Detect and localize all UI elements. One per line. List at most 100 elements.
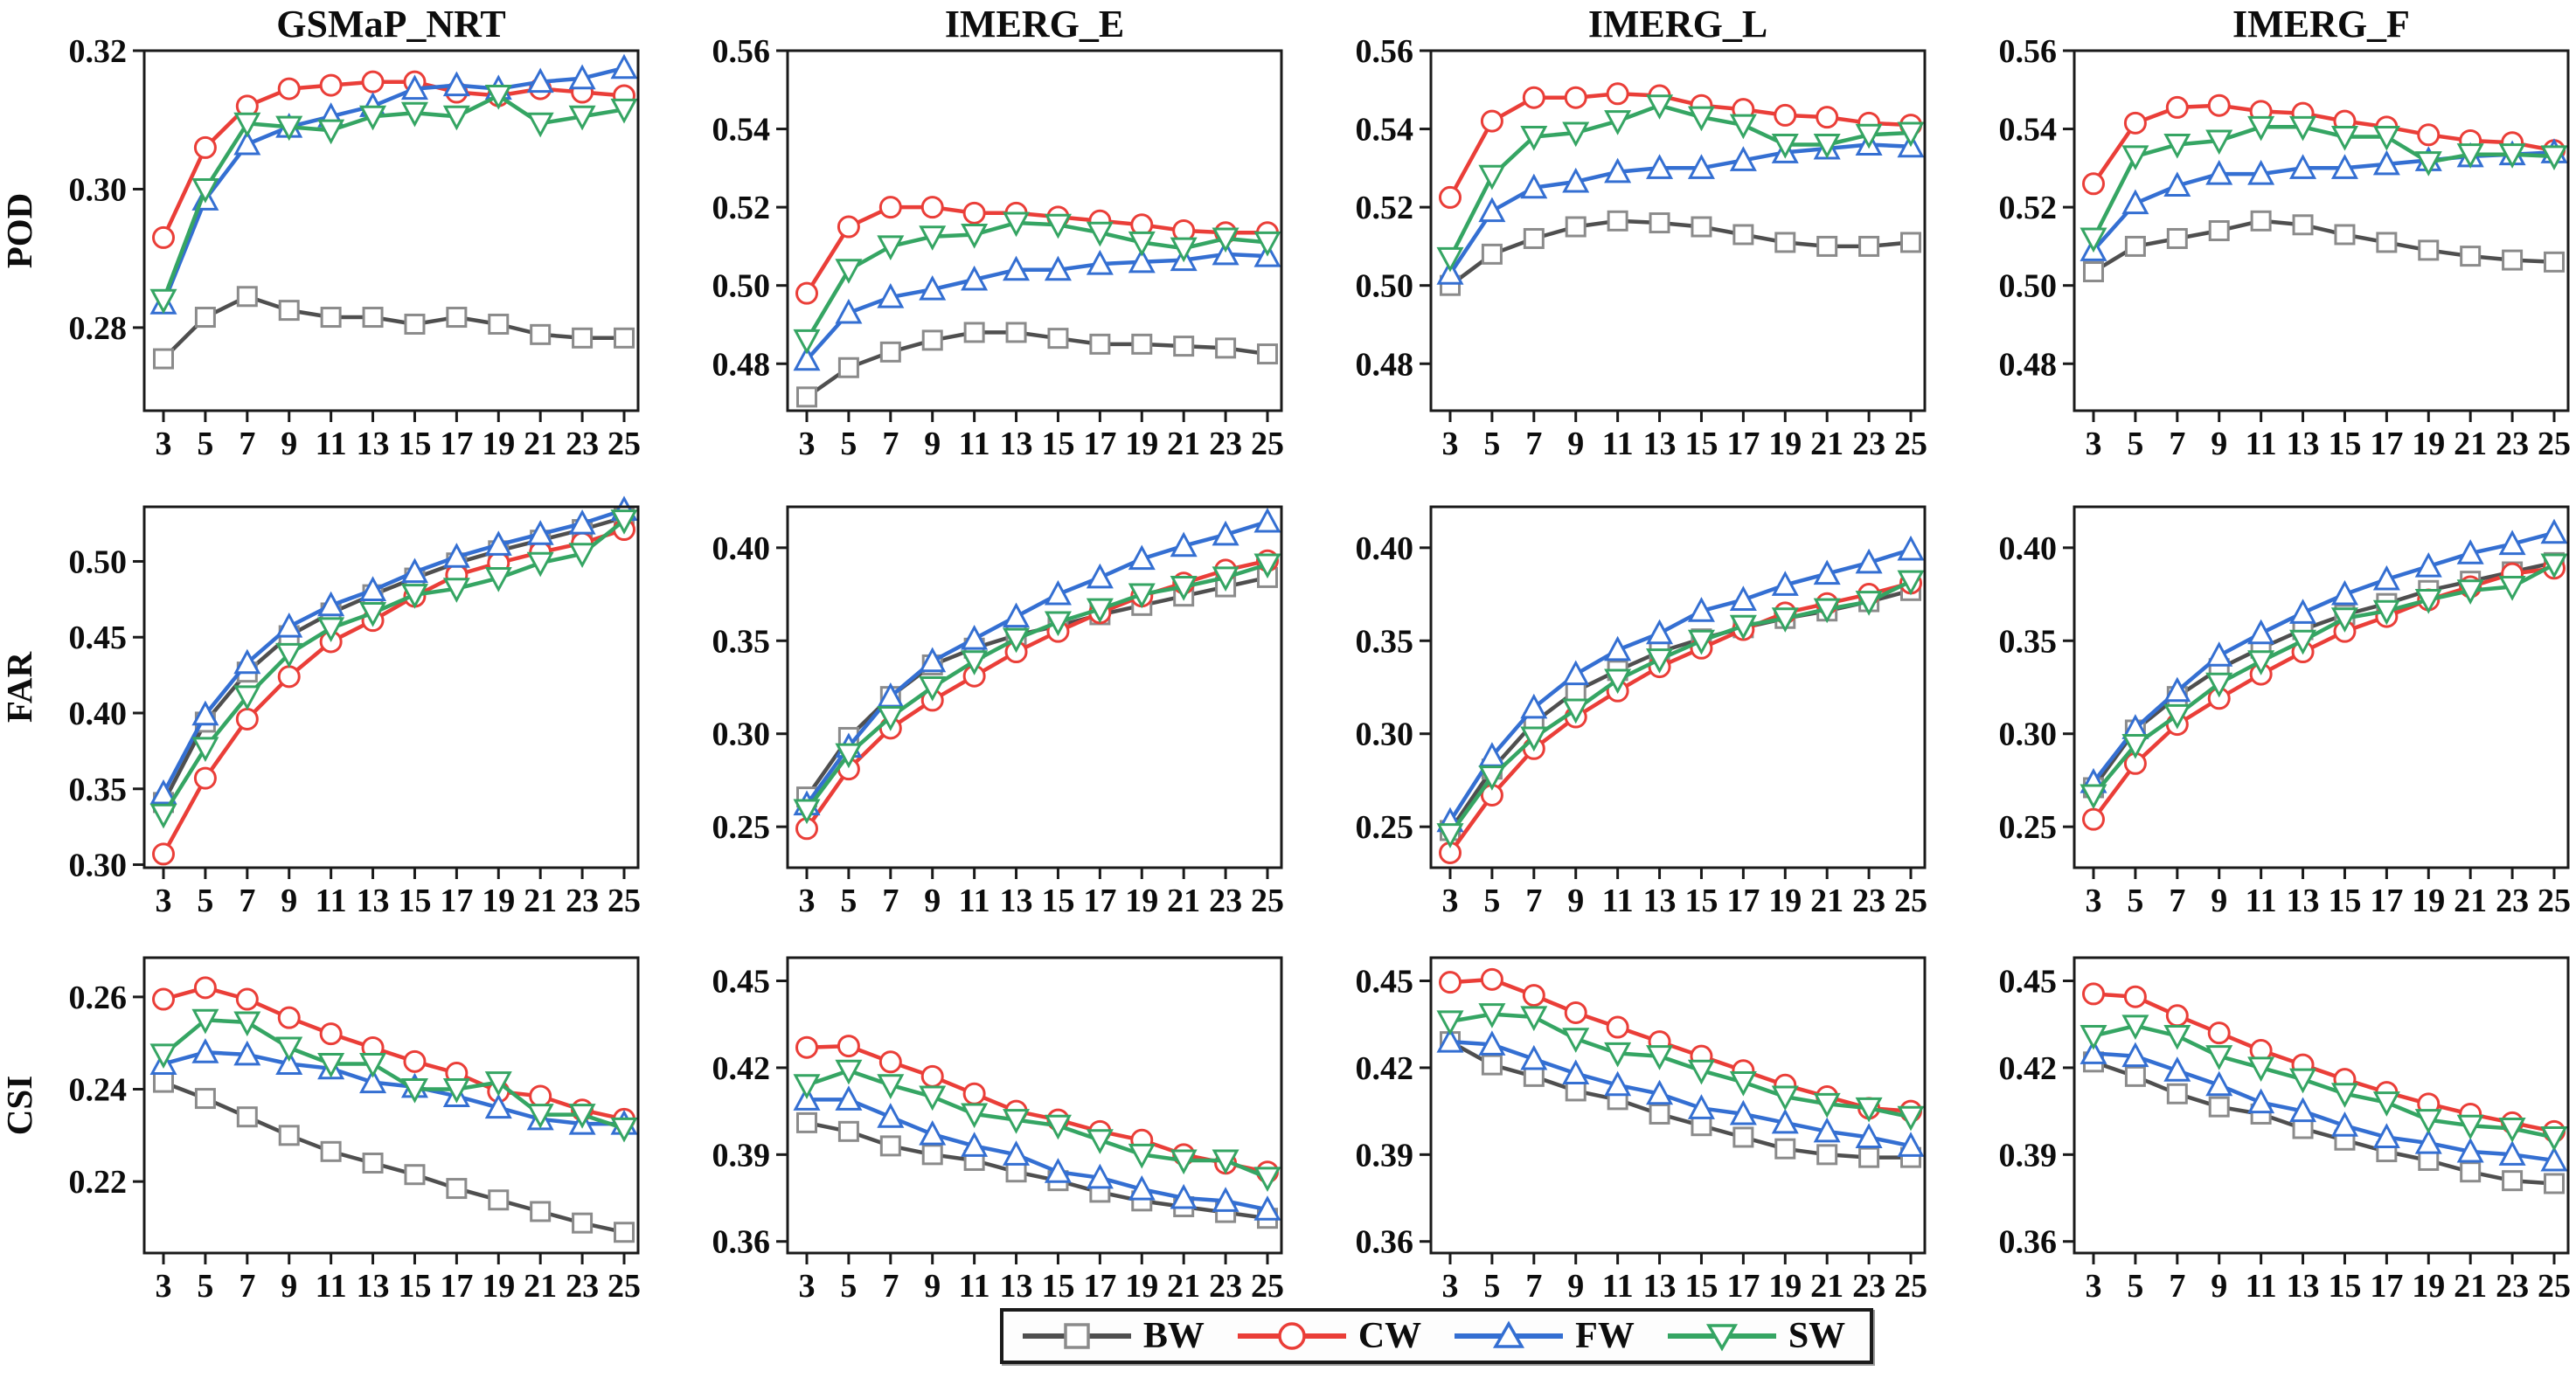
- series-fw-line: [1448, 142, 1912, 275]
- x-tick-label: 21: [1810, 1268, 1843, 1304]
- x-tick-label: 17: [2370, 883, 2403, 919]
- x-tick-label: 25: [2538, 883, 2571, 919]
- series-bw-line: [805, 575, 1268, 799]
- y-tick-label: 0.56: [1356, 33, 1414, 70]
- plot-border: [142, 49, 640, 412]
- x-tick-label: 13: [2287, 426, 2320, 462]
- x-tick-label: 5: [2127, 883, 2143, 919]
- x-tick-label: 5: [840, 426, 857, 462]
- plot-border: [786, 505, 1283, 869]
- y-tick-label: 0.48: [1356, 346, 1414, 383]
- x-tick-label: 15: [1684, 1268, 1718, 1304]
- x-tick-label: 19: [2412, 1268, 2445, 1304]
- x-tick-label: 5: [2127, 426, 2143, 462]
- y-tick-label: 0.40: [712, 530, 771, 567]
- x-tick-label: 13: [357, 883, 390, 919]
- plot-border: [786, 956, 1283, 1255]
- y-tick-label: 0.35: [1999, 623, 2058, 660]
- y-tick-label: 0.25: [712, 809, 771, 846]
- x-tick-label: 21: [1167, 426, 1200, 462]
- x-tick-label: 21: [1810, 426, 1843, 462]
- x-tick-label: 17: [440, 883, 473, 919]
- legend-bw-square-icon: [1022, 1323, 1131, 1349]
- legend-cw-circle-icon: [1237, 1322, 1346, 1350]
- x-tick-label: 7: [1525, 426, 1542, 462]
- legend-sw-triangle-down-icon: [1667, 1324, 1776, 1352]
- chart-canvas: IMERG_L 0.48 0.50 0.52 0.54 0.56 3 5 7 9 11 13 15 17 1…: [1356, 3, 1928, 462]
- series-fw-markers: [793, 507, 1281, 816]
- series-bw-line: [806, 1120, 1268, 1221]
- x-tick-label: 5: [1483, 883, 1500, 919]
- x-tick-label: 25: [608, 1268, 641, 1304]
- y-tick-label: 0.35: [1356, 623, 1414, 660]
- x-tick-label: 9: [281, 883, 297, 919]
- series-sw-line: [2092, 563, 2556, 797]
- x-tick-label: 13: [2287, 1268, 2320, 1304]
- series-bw-line: [1448, 588, 1912, 832]
- series-cw-markers: [2082, 557, 2566, 831]
- series-bw-line: [805, 330, 1268, 399]
- x-tick-label: 19: [1768, 1268, 1802, 1304]
- x-tick-label: 19: [2412, 883, 2445, 919]
- y-tick-label: 0.52: [712, 190, 771, 226]
- series-sw-markers: [1436, 570, 1925, 848]
- x-tick-label: 23: [2496, 426, 2529, 462]
- x-tick-label: 9: [1567, 1268, 1584, 1304]
- plot-border: [786, 49, 1283, 412]
- x-tick-label: 9: [281, 1268, 297, 1304]
- x-tick-label: 9: [924, 426, 941, 462]
- x-tick-label: 15: [398, 1268, 431, 1304]
- x-tick-label: 25: [2538, 1268, 2571, 1304]
- series-fw-line: [805, 252, 1268, 362]
- legend-label: SW: [1788, 1316, 1846, 1356]
- x-tick-label: 21: [2454, 426, 2487, 462]
- x-tick-label: 21: [2454, 883, 2487, 919]
- x-tick-label: 5: [840, 1268, 857, 1304]
- series-sw-markers: [793, 553, 1281, 825]
- x-tick-label: 3: [1442, 883, 1459, 919]
- y-tick-label: 0.30: [69, 171, 128, 208]
- x-tick-label: 9: [2211, 883, 2227, 919]
- series-sw-markers: [793, 1059, 1281, 1192]
- x-tick-label: 11: [959, 426, 990, 462]
- x-tick-label: 17: [2370, 426, 2403, 462]
- y-tick-label: 0.30: [1356, 717, 1414, 753]
- x-tick-label: 21: [1167, 1268, 1200, 1304]
- series-cw-markers: [1439, 967, 1922, 1123]
- chart-canvas: GSMaP_NRT POD 0.28 0.30 0.32 3 5 7 9 11 13 15 17 19 21…: [0, 3, 641, 462]
- series-bw-markers: [2083, 210, 2565, 283]
- series-sw-markers: [149, 1008, 638, 1143]
- x-tick-label: 23: [566, 883, 599, 919]
- series-cw-markers: [795, 549, 1279, 841]
- x-tick-label: 7: [239, 426, 255, 462]
- series-bw-line: [1448, 218, 1912, 287]
- x-tick-label: 13: [1643, 1268, 1677, 1304]
- series-fw-markers: [2080, 518, 2568, 793]
- legend-label: CW: [1357, 1316, 1422, 1356]
- x-tick-label: 23: [2496, 1268, 2529, 1304]
- x-tick-label: 13: [1000, 1268, 1033, 1304]
- y-tick-label: 0.25: [1999, 809, 2058, 846]
- legend-item-sw: SW: [1664, 1315, 1845, 1357]
- x-tick-label: 7: [1525, 883, 1542, 919]
- y-tick-label: 0.42: [1356, 1050, 1414, 1087]
- series-fw-line: [1448, 547, 1912, 823]
- x-tick-label: 21: [2454, 1268, 2487, 1304]
- x-tick-label: 13: [1643, 426, 1677, 462]
- x-tick-label: 15: [398, 426, 431, 462]
- chart-panel-far-imerg-e: 0.25 0.30 0.35 0.40 3 5 7 9 11 13 15 17 19 21 23 25: [643, 483, 1287, 951]
- chart-canvas: IMERG_E 0.48 0.50 0.52 0.54 0.56 3 5 7 9 11 13 15 17 1…: [712, 3, 1285, 462]
- panel-title: IMERG_F: [2232, 3, 2410, 45]
- legend-label: BW: [1142, 1316, 1205, 1356]
- x-tick-label: 17: [1726, 883, 1760, 919]
- chart-panel-far-imerg-l: 0.25 0.30 0.35 0.40 3 5 7 9 11 13 15 17 19 21 23 25: [1287, 483, 1930, 951]
- series-cw-line: [2093, 992, 2555, 1134]
- series-cw-line: [161, 80, 625, 239]
- x-tick-label: 19: [1125, 426, 1158, 462]
- y-tick-label: 0.32: [69, 33, 128, 70]
- x-tick-label: 13: [1000, 426, 1033, 462]
- legend: BW CW FW SW: [999, 1308, 1874, 1364]
- series-cw-line: [2092, 566, 2555, 821]
- x-tick-label: 17: [1083, 426, 1116, 462]
- x-tick-label: 3: [799, 1268, 816, 1304]
